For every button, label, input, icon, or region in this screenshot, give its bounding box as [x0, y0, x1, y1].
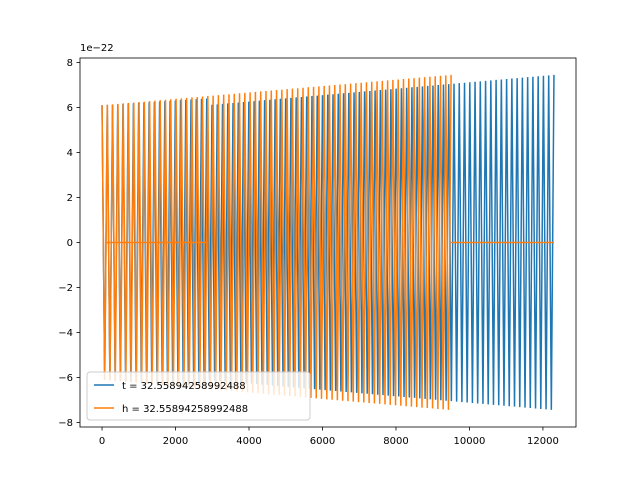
legend: t = 32.55894258992488 h = 32.55894258992… [86, 371, 311, 421]
x-tick-label: 8000 [383, 436, 408, 447]
y-tick-label: 6 [67, 103, 73, 114]
x-tick-label: 0 [99, 436, 105, 447]
x-tick-label: 2000 [163, 436, 188, 447]
series-1-segment-0 [101, 74, 452, 410]
legend-label-t: t = 32.55894258992488 [122, 381, 246, 392]
y-tick-label: 0 [67, 238, 73, 249]
y-scale-label: 1e−22 [80, 43, 114, 54]
x-tick-label: 6000 [310, 436, 335, 447]
x-tick-label: 12000 [527, 436, 559, 447]
y-tick-label: −6 [58, 373, 73, 384]
y-axis: −8 −6 −4 −2 0 2 4 6 8 [58, 58, 80, 429]
y-tick-label: −8 [58, 418, 73, 429]
y-tick-label: −2 [58, 283, 73, 294]
y-tick-label: 4 [67, 148, 73, 159]
legend-label-h: h = 32.55894258992488 [122, 404, 248, 415]
y-tick-label: 8 [67, 58, 73, 69]
y-tick-label: 2 [67, 193, 73, 204]
x-tick-label: 4000 [236, 436, 261, 447]
y-tick-label: −4 [58, 328, 73, 339]
legend-box [86, 371, 311, 421]
series-0-segment-1 [206, 74, 555, 410]
series-layer [101, 74, 555, 410]
x-tick-label: 10000 [454, 436, 486, 447]
x-axis: 0 2000 4000 6000 8000 10000 12000 [99, 427, 559, 447]
